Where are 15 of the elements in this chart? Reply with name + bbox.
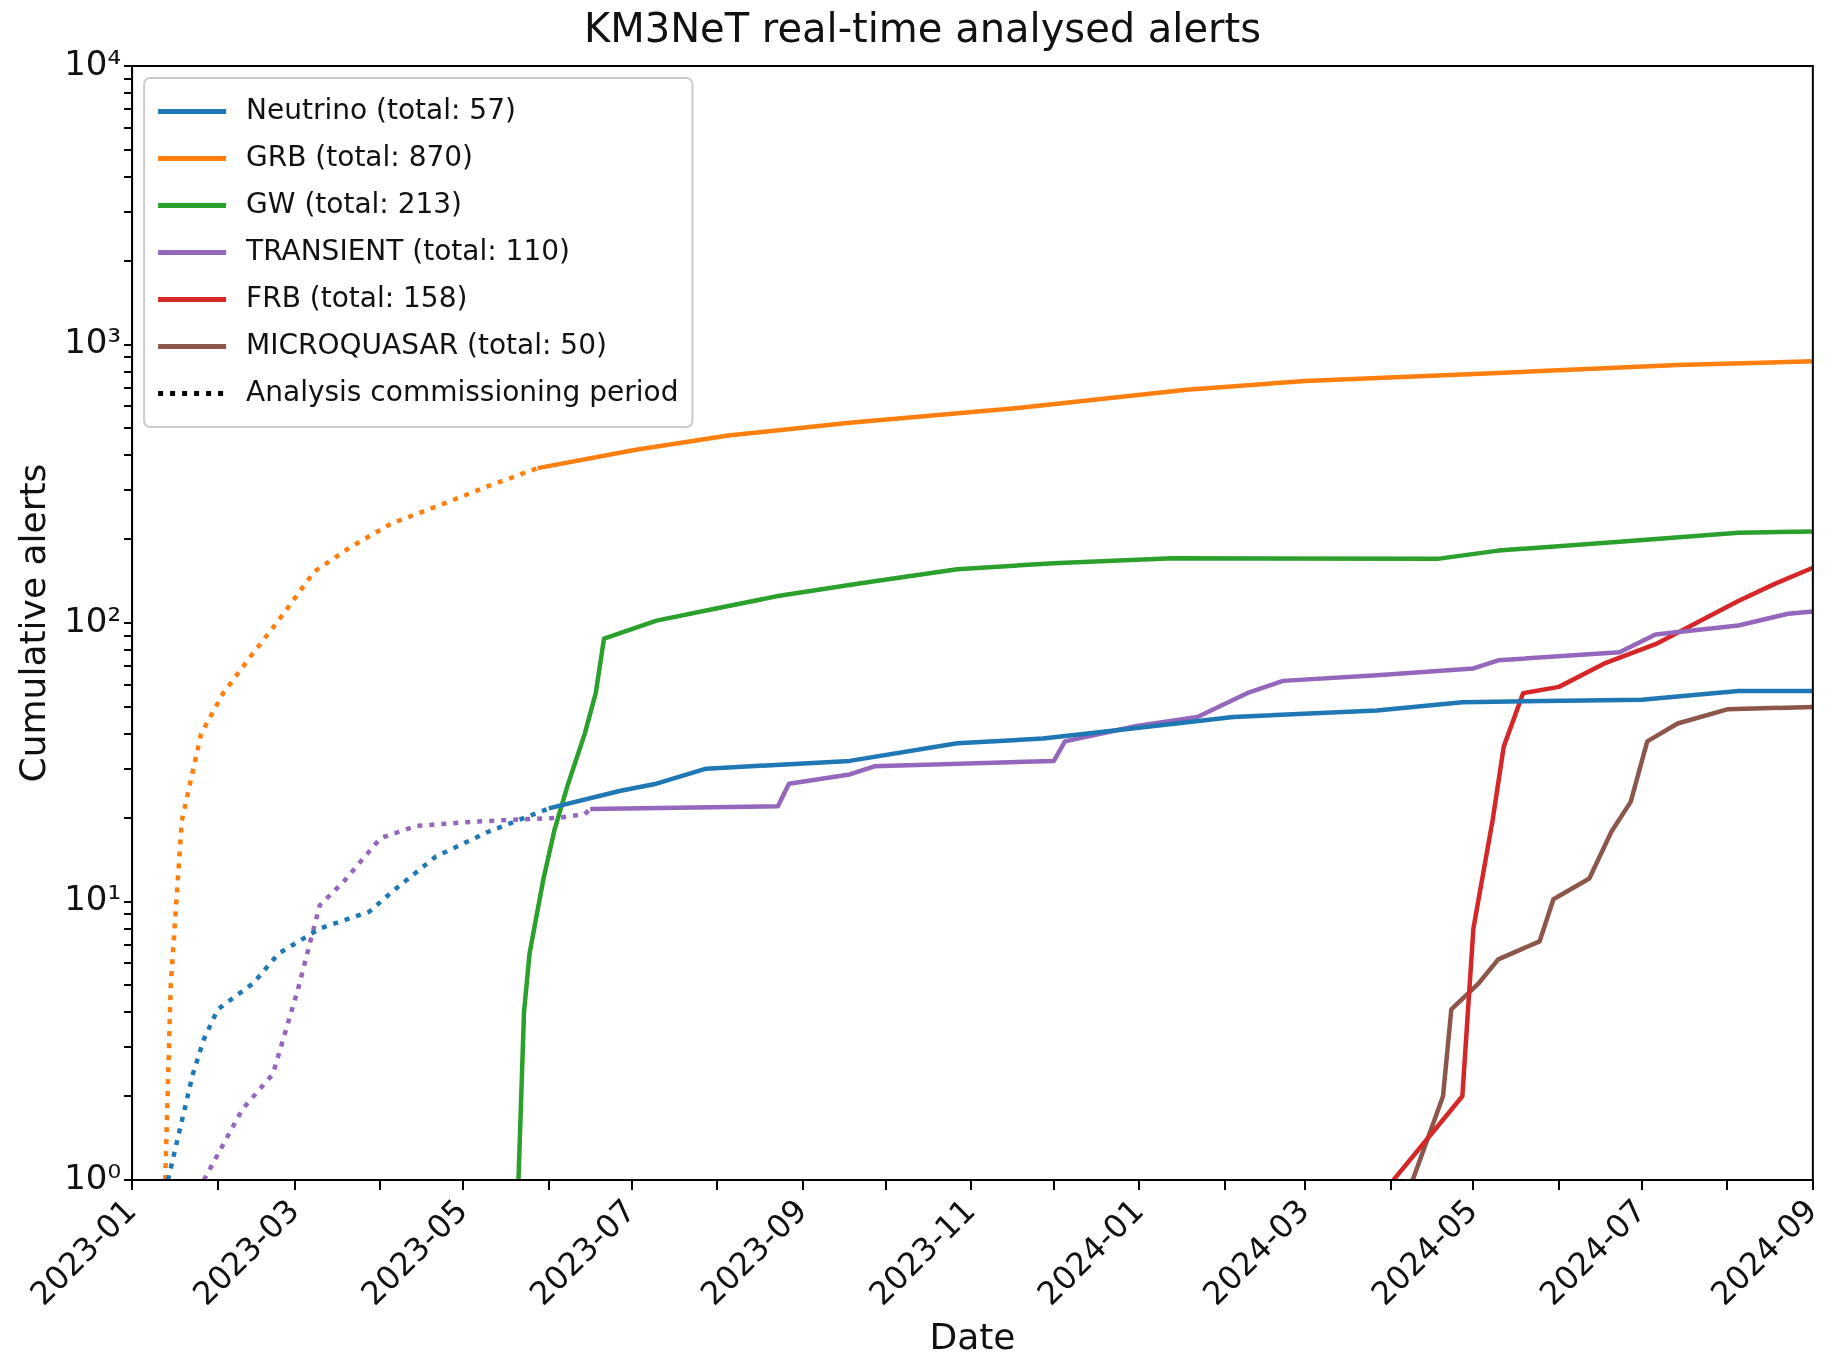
y-tick-label: 10²: [64, 599, 122, 640]
y-tick-label: 10⁰: [64, 1156, 122, 1197]
y-tick-label: 10¹: [64, 878, 122, 919]
y-tick-label: 10³: [64, 321, 122, 362]
y-tick-label: 10⁴: [64, 42, 122, 83]
x-axis-title: Date: [929, 1315, 1016, 1357]
legend-label: MICROQUASAR (total: 50): [246, 327, 607, 361]
legend-label: FRB (total: 158): [246, 280, 468, 314]
chart-title: KM3NeT real-time analysed alerts: [583, 5, 1262, 52]
legend-label: TRANSIENT (total: 110): [245, 233, 570, 267]
legend-label: Neutrino (total: 57): [246, 92, 516, 126]
y-axis-title: Cumulative alerts: [11, 463, 53, 783]
legend-label: Analysis commissioning period: [246, 374, 679, 408]
legend-label: GRB (total: 870): [246, 139, 474, 173]
legend-label: GW (total: 213): [246, 186, 463, 220]
